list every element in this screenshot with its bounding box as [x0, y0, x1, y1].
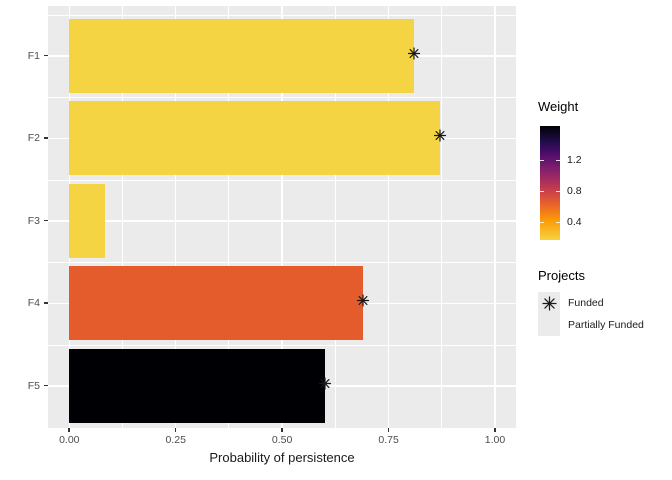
bar-F5 [69, 348, 325, 423]
legend-key-funded [538, 292, 560, 314]
v-major-gridline [494, 6, 496, 428]
colorbar-tick [540, 222, 544, 224]
y-tick-mark [44, 384, 48, 387]
v-major-gridline [387, 6, 390, 428]
x-tick-label: 0.75 [378, 434, 399, 446]
y-tick-mark [44, 219, 48, 222]
plot-panel [48, 6, 516, 428]
colorbar-tick [556, 190, 560, 192]
x-tick-label: 1.00 [484, 434, 506, 446]
y-tick-mark [44, 302, 48, 304]
bar-F1 [69, 18, 415, 93]
x-tick-label: 0.00 [59, 434, 80, 446]
colorbar-tick-label: 0.4 [567, 216, 582, 229]
v-minor-gridline [334, 6, 336, 428]
legend-label: Partially Funded [568, 319, 644, 331]
colorbar-tick [540, 160, 544, 161]
legend-key-partially-funded [538, 314, 560, 336]
colorbar-tick [556, 160, 560, 161]
y-tick-label-F4: F4 [27, 297, 40, 310]
v-minor-gridline [441, 6, 443, 428]
colorbar-tick [540, 190, 544, 192]
projects-legend-title: Projects [538, 268, 585, 283]
x-tick-mark [174, 428, 177, 432]
v-major-gridline [281, 6, 283, 428]
bar-F3 [69, 183, 106, 258]
x-tick-label: 0.50 [271, 434, 293, 446]
funded-marker-F4 [356, 294, 370, 312]
x-tick-mark [281, 428, 283, 432]
y-tick-label-F3: F3 [27, 214, 40, 227]
x-tick-mark [494, 428, 496, 432]
y-tick-label-F2: F2 [27, 132, 40, 145]
x-tick-label: 0.25 [165, 434, 186, 446]
funded-marker-F1 [407, 47, 421, 65]
colorbar-tick-label: 1.2 [567, 154, 582, 166]
funded-marker-F2 [433, 129, 446, 147]
v-minor-gridline [122, 6, 123, 428]
weight-legend-title: Weight [538, 99, 579, 114]
y-tick-label-F1: F1 [27, 49, 40, 62]
x-tick-mark [387, 428, 390, 432]
weight-colorbar [540, 126, 560, 240]
y-tick-mark [44, 137, 48, 139]
bar-F2 [69, 101, 440, 176]
funded-marker-F5 [318, 377, 331, 395]
y-tick-label-F5: F5 [27, 379, 40, 392]
y-tick-mark [44, 54, 48, 57]
x-axis-title: Probability of persistence [209, 450, 355, 465]
v-major-gridline [174, 6, 177, 428]
bar-F4 [69, 266, 363, 341]
v-minor-gridline [228, 6, 230, 428]
colorbar-tick [556, 222, 560, 224]
legend-label: Funded [568, 297, 604, 309]
x-tick-mark [68, 428, 70, 432]
colorbar-tick-label: 0.8 [567, 184, 582, 197]
